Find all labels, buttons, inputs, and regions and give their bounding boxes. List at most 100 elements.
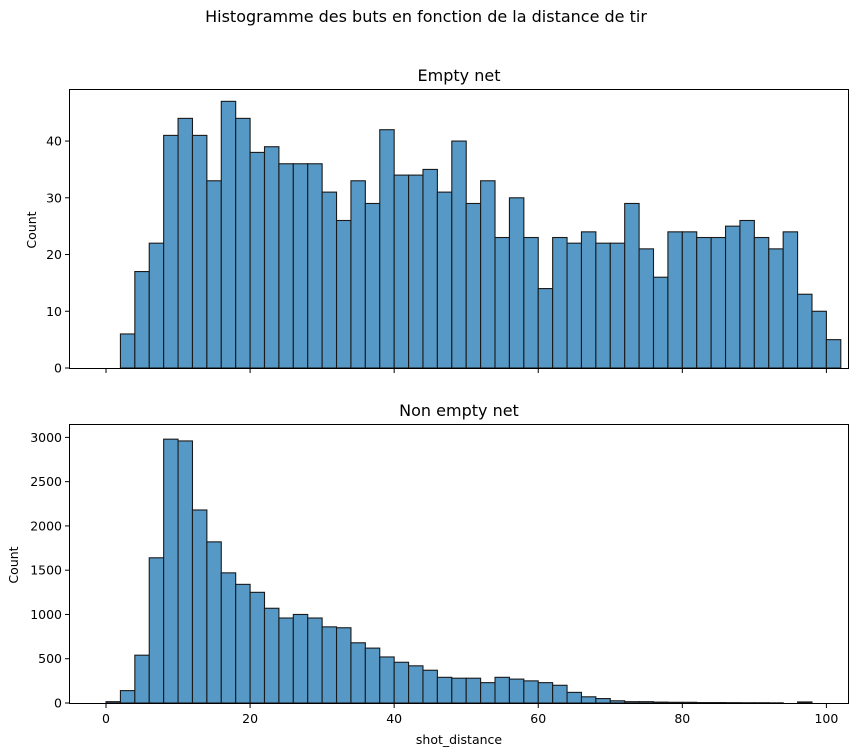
non-empty-net-bar — [220, 572, 237, 704]
non-empty-net-xtick-label: 0 — [102, 711, 110, 726]
non-empty-net-bars — [105, 438, 813, 704]
non-empty-net-bar — [191, 509, 208, 704]
empty-net-bar — [148, 242, 165, 369]
empty-net-bar — [825, 339, 842, 369]
non-empty-net-ytick-label: 500 — [38, 651, 62, 666]
empty-net-bar — [768, 248, 784, 369]
empty-net-bar — [436, 191, 453, 369]
empty-net-bar — [163, 134, 179, 369]
non-empty-net-bar — [451, 677, 467, 704]
non-empty-net-ytick-label: 1500 — [30, 563, 62, 578]
empty-net-bar — [134, 270, 150, 369]
non-empty-net-bar — [566, 691, 583, 704]
non-empty-net-bar — [681, 701, 698, 704]
empty-net-bar — [667, 231, 683, 369]
non-empty-net-ylabel: Count — [6, 546, 21, 583]
non-empty-net-title: Non empty net — [399, 401, 519, 420]
empty-net-bar — [782, 231, 799, 369]
non-empty-net-bar — [379, 656, 395, 704]
non-empty-net-panel: Non empty net Count 0 500 1000 1500 2000 2500… — [6, 401, 849, 747]
non-empty-net-bar — [422, 669, 438, 704]
empty-net-bar — [638, 248, 655, 369]
empty-net-bar — [595, 242, 611, 369]
non-empty-net-xtick-label: 80 — [674, 711, 690, 726]
non-empty-net-ytick-label: 2500 — [30, 474, 62, 489]
empty-net-bar — [508, 197, 525, 369]
non-empty-net-xlabel: shot_distance — [416, 732, 503, 747]
empty-net-bar — [753, 236, 770, 369]
empty-net-axes-frame — [69, 89, 849, 369]
non-empty-net-bar — [580, 696, 597, 704]
empty-net-bar — [263, 146, 280, 369]
empty-net-bar — [235, 117, 251, 369]
empty-net-y-axis: 0 10 20 30 40 — [46, 134, 70, 376]
non-empty-net-ytick-label: 2000 — [30, 518, 62, 533]
non-empty-net-bar — [667, 701, 683, 704]
empty-net-bar — [321, 191, 338, 369]
non-empty-net-bar — [652, 701, 669, 704]
non-empty-net-bar — [393, 661, 410, 704]
non-empty-net-axes-frame — [69, 424, 849, 704]
empty-net-bar — [350, 180, 366, 369]
empty-net-bar — [307, 163, 323, 369]
non-empty-net-xtick-label: 60 — [530, 711, 546, 726]
non-empty-net-bar — [595, 698, 611, 704]
non-empty-net-bar — [206, 541, 222, 704]
non-empty-net-bar — [480, 682, 496, 704]
empty-net-bar — [408, 174, 424, 369]
empty-net-bar — [278, 163, 294, 369]
empty-net-bar — [624, 202, 640, 369]
non-empty-net-bar — [624, 701, 640, 704]
non-empty-net-xtick-label: 20 — [242, 711, 258, 726]
non-empty-net-y-axis: 0 500 1000 1500 2000 2500 3000 — [30, 430, 70, 711]
non-empty-net-bar — [364, 647, 381, 704]
non-empty-net-ytick-label: 1000 — [30, 607, 62, 622]
non-empty-net-bar — [552, 684, 568, 704]
empty-net-bar — [292, 163, 309, 369]
non-empty-net-bar — [263, 607, 280, 704]
non-empty-net-bar — [321, 626, 338, 704]
empty-net-bar — [739, 219, 755, 369]
empty-net-bar — [681, 231, 698, 369]
empty-net-bar — [206, 180, 222, 369]
empty-net-bar — [379, 129, 395, 369]
non-empty-net-x-axis: 0 20 40 60 80 100 — [102, 703, 838, 726]
non-empty-net-bar — [177, 440, 194, 704]
non-empty-net-bar — [465, 677, 482, 704]
empty-net-bar — [364, 202, 381, 369]
empty-net-ylabel: Count — [24, 211, 39, 248]
empty-net-bar — [566, 242, 583, 369]
non-empty-net-bar — [119, 690, 136, 704]
non-empty-net-bar — [163, 438, 179, 704]
non-empty-net-bar — [523, 680, 539, 704]
non-empty-net-bar — [508, 678, 525, 704]
empty-net-bar — [580, 231, 597, 369]
empty-net-bar — [724, 225, 741, 369]
empty-net-title: Empty net — [418, 66, 501, 85]
empty-net-bar — [494, 236, 510, 369]
empty-net-bar — [191, 134, 208, 369]
empty-net-bar — [523, 236, 539, 369]
empty-net-ytick-label: 10 — [46, 304, 62, 319]
empty-net-bar — [696, 236, 712, 369]
non-empty-net-bar — [638, 701, 655, 704]
empty-net-bar — [422, 168, 438, 369]
non-empty-net-bar — [134, 654, 150, 704]
non-empty-net-bar — [335, 627, 352, 704]
non-empty-net-ytick-label: 3000 — [30, 430, 62, 445]
empty-net-bar — [552, 236, 568, 369]
empty-net-bar — [797, 293, 813, 369]
empty-net-panel: Empty net Count 0 10 20 30 40 — [24, 66, 849, 376]
empty-net-bar — [393, 174, 410, 369]
non-empty-net-bar — [235, 583, 251, 704]
non-empty-net-bar — [307, 617, 323, 704]
empty-net-ytick-label: 0 — [54, 361, 62, 376]
non-empty-net-bar — [105, 701, 121, 704]
empty-net-bars — [119, 100, 842, 369]
empty-net-ytick-label: 40 — [46, 134, 62, 149]
non-empty-net-bar — [350, 642, 366, 704]
empty-net-ytick-label: 30 — [46, 190, 62, 205]
non-empty-net-bar — [148, 557, 165, 704]
non-empty-net-bar — [494, 676, 510, 704]
